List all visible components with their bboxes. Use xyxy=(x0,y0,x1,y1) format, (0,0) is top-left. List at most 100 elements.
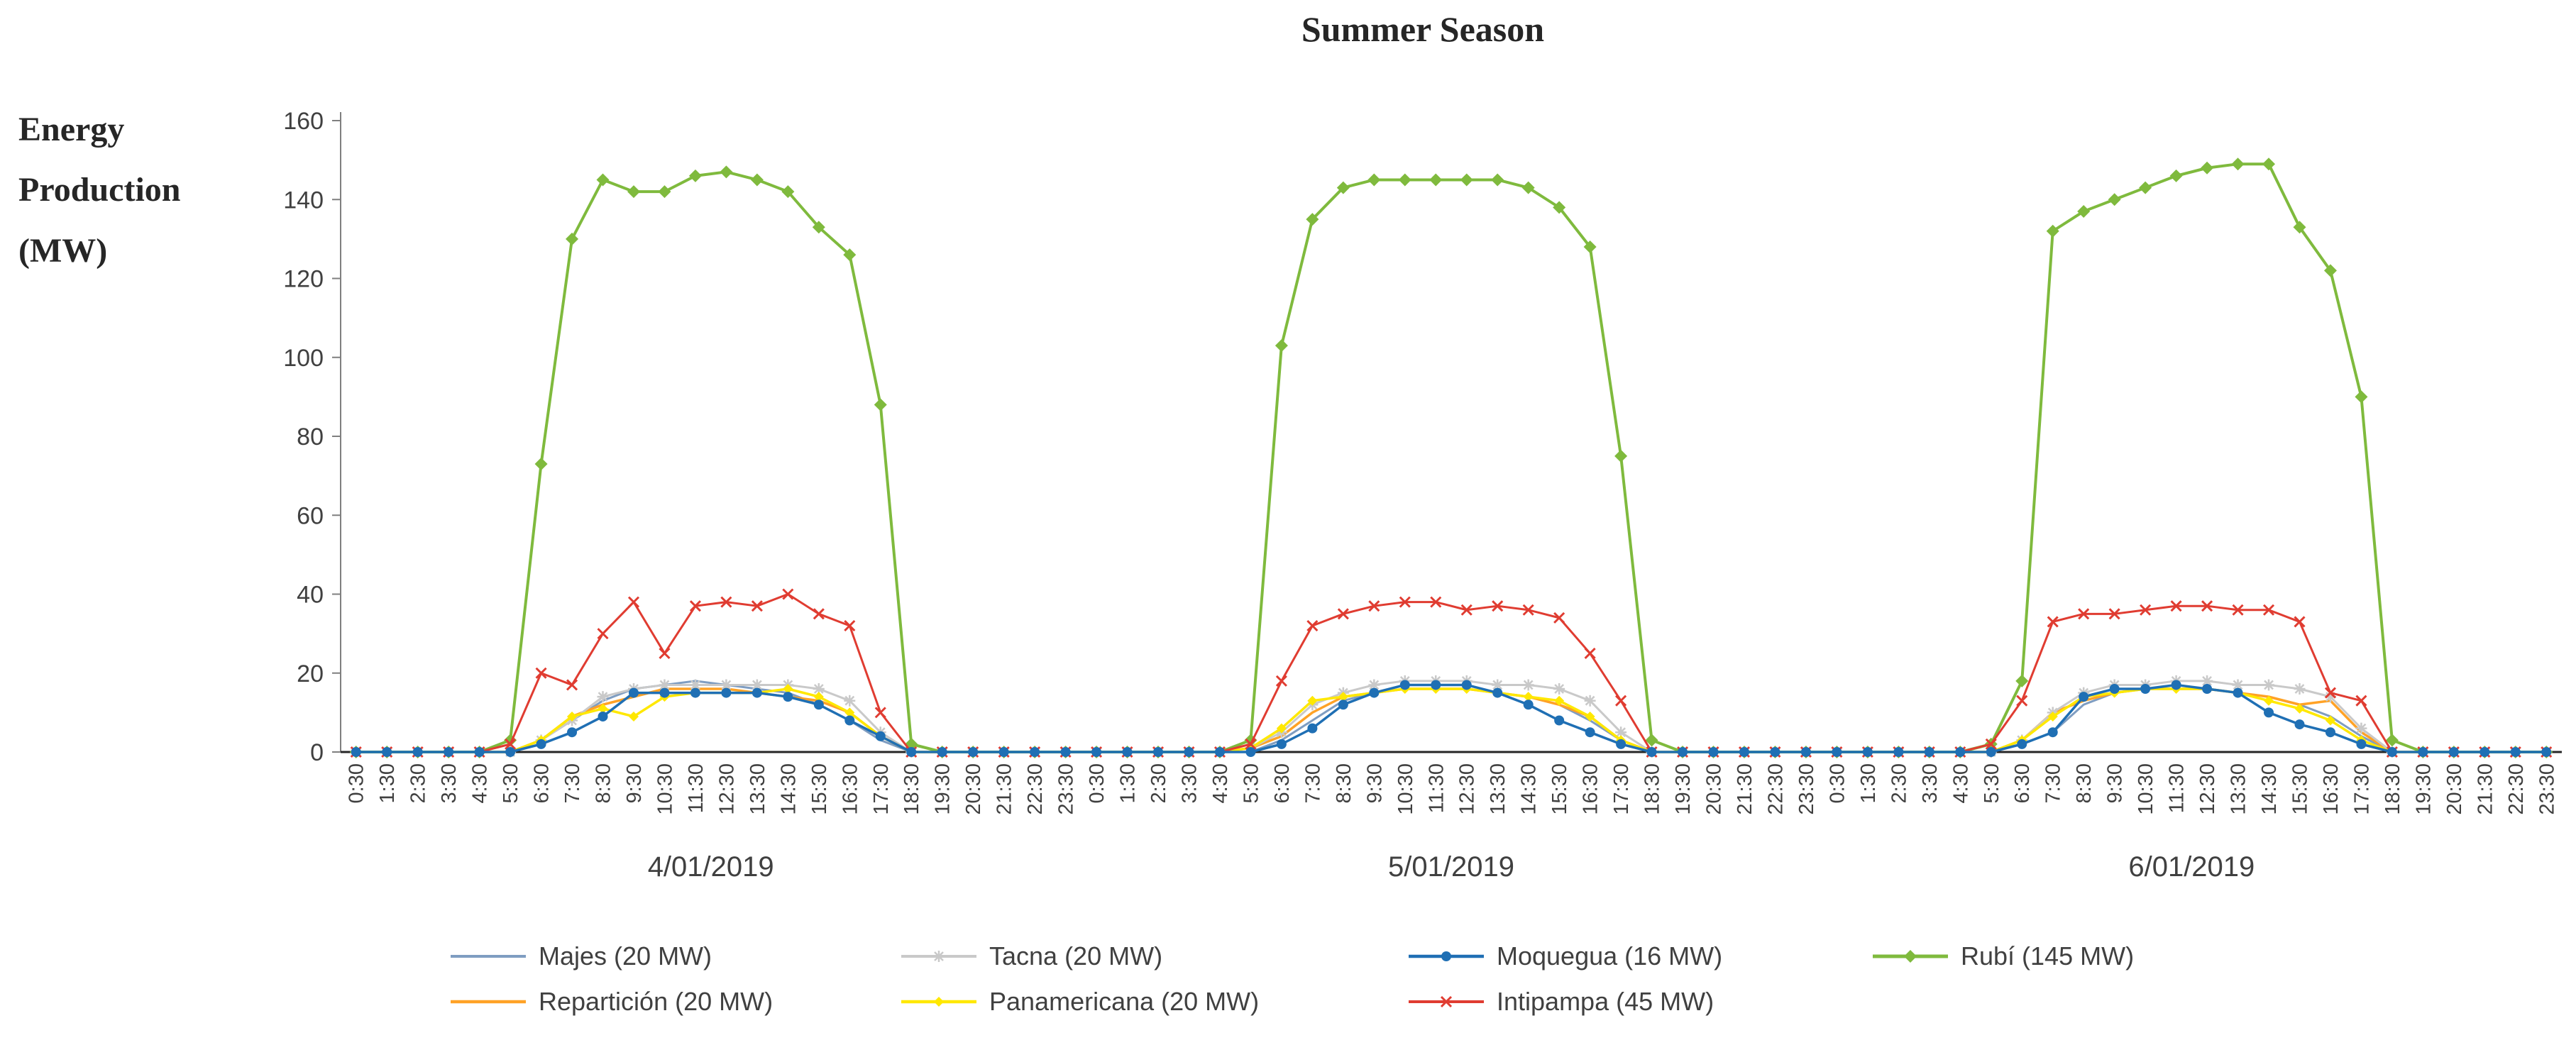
x-tick-label: 12:30 xyxy=(715,763,738,815)
date-label: 4/01/2019 xyxy=(648,851,774,883)
x-tick-label: 10:30 xyxy=(1394,763,1417,815)
x-tick-label: 17:30 xyxy=(870,763,893,815)
x-tick-label: 20:30 xyxy=(1703,763,1726,815)
y-tick-label: 20 xyxy=(297,660,324,687)
x-tick-label: 11:30 xyxy=(2166,763,2189,813)
x-tick-label: 14:30 xyxy=(1518,763,1541,815)
x-tick-label: 18:30 xyxy=(901,763,923,815)
x-tick-label: 9:30 xyxy=(1363,763,1386,803)
legend-column: Rubí (145 MW) xyxy=(1871,934,2134,979)
x-tick-label: 23:30 xyxy=(1055,763,1078,815)
x-tick-label: 3:30 xyxy=(1178,763,1201,803)
x-tick-label: 5:30 xyxy=(1981,763,2003,803)
x-tick-label: 15:30 xyxy=(1548,763,1571,815)
legend-label: Panamericana (20 MW) xyxy=(989,987,1260,1016)
x-tick-label: 12:30 xyxy=(1456,763,1479,815)
chart-title: Summer Season xyxy=(1301,9,1545,49)
x-tick-label: 8:30 xyxy=(593,763,615,803)
x-tick-label: 16:30 xyxy=(1580,763,1602,815)
x-tick-label: 0:30 xyxy=(1086,763,1108,803)
x-tick-label: 21:30 xyxy=(993,763,1016,815)
y-tick-label: 40 xyxy=(297,582,324,609)
x-tick-label: 0:30 xyxy=(346,763,368,803)
x-tick-label: 7:30 xyxy=(561,763,584,803)
legend-label: Majes (20 MW) xyxy=(539,941,712,971)
x-tick-label: 8:30 xyxy=(1333,763,1355,803)
legend-swatch-icon xyxy=(1409,951,1484,961)
legend-swatch-icon xyxy=(901,951,976,962)
legend-swatch-icon xyxy=(901,997,976,1007)
x-tick-label: 6:30 xyxy=(2011,763,2034,803)
x-tick-label: 14:30 xyxy=(2258,763,2281,815)
legend: Majes (20 MW) Repartición (20 MW) Tacna (2… xyxy=(0,934,2576,1040)
y-axis-title-line: Energy xyxy=(18,111,125,148)
legend-swatch-icon xyxy=(451,1000,526,1004)
x-tick-label: 13:30 xyxy=(747,763,769,815)
x-tick-label: 4:30 xyxy=(1949,763,1972,803)
legend-swatch-icon xyxy=(451,955,526,958)
x-tick-label: 9:30 xyxy=(2104,763,2127,803)
legend-item: Moquegua (16 MW) xyxy=(1407,934,1722,979)
x-tick-label: 22:30 xyxy=(1024,763,1047,815)
series-panamericana xyxy=(351,684,2552,757)
x-tick-label: 6:30 xyxy=(1271,763,1294,803)
x-tick-label: 15:30 xyxy=(2289,763,2311,815)
x-tick-label: 2:30 xyxy=(1888,763,1910,803)
x-tick-label: 3:30 xyxy=(438,763,461,803)
x-tick-label: 3:30 xyxy=(1919,763,1942,803)
x-tick-label: 1:30 xyxy=(1857,763,1880,803)
x-tick-label: 9:30 xyxy=(623,763,646,803)
legend-item: Panamericana (20 MW) xyxy=(900,979,1259,1024)
y-axis-title-line: Production xyxy=(18,171,181,209)
legend-item: Majes (20 MW) xyxy=(449,934,773,979)
series-rubí xyxy=(349,157,2553,758)
x-tick-label: 18:30 xyxy=(1641,763,1664,815)
x-tick-label: 17:30 xyxy=(2350,763,2373,815)
x-axis-dates: 4/01/2019 5/01/2019 6/01/2019 xyxy=(648,851,2255,883)
legend-label: Intipampa (45 MW) xyxy=(1497,987,1714,1016)
y-tick-label: 100 xyxy=(283,345,324,372)
legend-item: Intipampa (45 MW) xyxy=(1407,979,1722,1024)
x-tick-label: 14:30 xyxy=(777,763,800,815)
y-axis-title: Energy Production (MW) xyxy=(18,99,180,281)
x-tick-label: 16:30 xyxy=(2320,763,2343,815)
x-tick-label: 2:30 xyxy=(1147,763,1170,803)
legend-column: Moquegua (16 MW) Intipampa (45 MW) xyxy=(1407,934,1722,1024)
x-tick-label: 19:30 xyxy=(1672,763,1695,815)
legend-item: Repartición (20 MW) xyxy=(449,979,773,1024)
x-tick-label: 12:30 xyxy=(2196,763,2219,815)
x-tick-label: 1:30 xyxy=(1117,763,1140,803)
y-tick-label: 80 xyxy=(297,424,324,450)
x-tick-label: 7:30 xyxy=(1301,763,1324,803)
x-tick-label: 5:30 xyxy=(500,763,522,803)
x-tick-label: 17:30 xyxy=(1610,763,1633,815)
legend-item: Tacna (20 MW) xyxy=(900,934,1259,979)
series-intipampa xyxy=(350,588,2553,758)
x-tick-label: 13:30 xyxy=(2228,763,2250,815)
x-tick-label: 23:30 xyxy=(1795,763,1818,815)
x-tick-label: 18:30 xyxy=(2382,763,2404,815)
x-tick-label: 7:30 xyxy=(2042,763,2065,803)
x-tick-label: 5:30 xyxy=(1240,763,1262,803)
x-tick-label: 11:30 xyxy=(685,763,708,813)
y-axis-title-line: (MW) xyxy=(18,231,108,270)
x-tick-label: 4:30 xyxy=(469,763,492,803)
legend-label: Tacna (20 MW) xyxy=(989,941,1163,971)
series-moquegua xyxy=(351,680,2552,757)
series-repartición xyxy=(354,687,2548,753)
x-tick-label: 8:30 xyxy=(2073,763,2096,803)
x-tick-label: 22:30 xyxy=(2505,763,2528,815)
x-tick-label: 11:30 xyxy=(1425,763,1448,813)
x-tick-label: 19:30 xyxy=(932,763,954,815)
legend-swatch-icon xyxy=(1409,995,1484,1008)
x-tick-label: 21:30 xyxy=(1734,763,1756,815)
date-label: 6/01/2019 xyxy=(2128,851,2255,883)
x-tick-label: 16:30 xyxy=(839,763,862,815)
legend-item: Rubí (145 MW) xyxy=(1871,934,2134,979)
y-tick-label: 60 xyxy=(297,502,324,529)
x-tick-label: 19:30 xyxy=(2412,763,2435,815)
x-tick-label: 0:30 xyxy=(1826,763,1849,803)
x-tick-label: 20:30 xyxy=(962,763,985,815)
date-label: 5/01/2019 xyxy=(1388,851,1514,883)
y-tick-label: 140 xyxy=(283,187,324,214)
